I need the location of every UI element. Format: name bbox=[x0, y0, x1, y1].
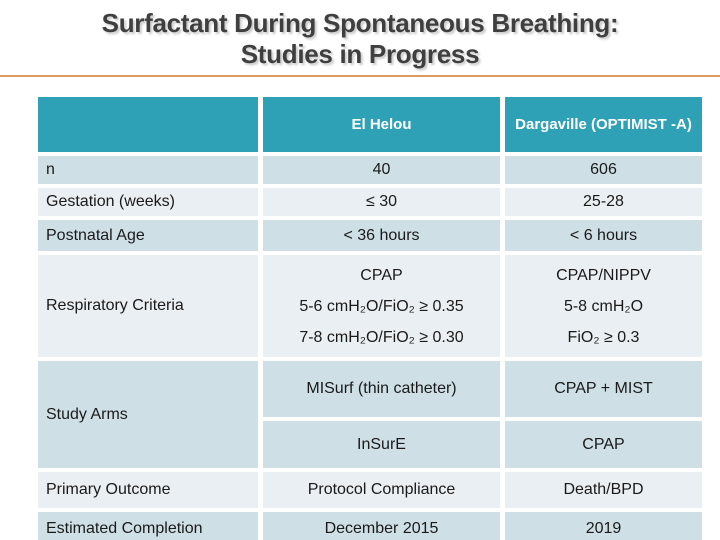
row-postnatal-label: Postnatal Age bbox=[38, 220, 258, 251]
row-primary-outcome-el-helou-value: Protocol Compliance bbox=[263, 472, 500, 508]
row-estimated-completion-dargaville-value: 2019 bbox=[505, 512, 702, 540]
studies-comparison-table: El Helou Dargaville (OPTIMIST -A) n 40 6… bbox=[33, 93, 707, 540]
row-respiratory-el-helou-value: CPAP 5-6 cmH₂O/FiO₂ ≥ 0.35 7-8 cmH₂O/FiO… bbox=[263, 255, 500, 357]
study-arm1-dargaville-value: CPAP + MIST bbox=[505, 361, 702, 417]
table-row-study-arms-1: Study Arms MISurf (thin catheter) CPAP +… bbox=[38, 361, 702, 468]
header-corner-cell bbox=[38, 97, 258, 152]
row-gestation-dargaville-value: 25-28 bbox=[505, 188, 702, 216]
respiratory-el-helou-line3: 7-8 cmH₂O/FiO₂ ≥ 0.30 bbox=[299, 328, 464, 346]
row-n-dargaville-value: 606 bbox=[505, 156, 702, 184]
table-row-study-arms-2: InSurE CPAP bbox=[38, 421, 702, 468]
respiratory-el-helou-line2: 5-6 cmH₂O/FiO₂ ≥ 0.35 bbox=[299, 297, 464, 315]
table-header-row: El Helou Dargaville (OPTIMIST -A) bbox=[38, 97, 702, 152]
table-row-n: n 40 606 bbox=[38, 156, 702, 184]
row-postnatal-el-helou-value: < 36 hours bbox=[263, 220, 500, 251]
row-estimated-completion-el-helou-value: December 2015 bbox=[263, 512, 500, 540]
respiratory-dargaville-line2: 5-8 cmH₂O bbox=[563, 297, 644, 315]
row-study-arms-label: Study Arms bbox=[38, 361, 258, 468]
row-respiratory-label: Respiratory Criteria bbox=[38, 255, 258, 357]
slide-title: Surfactant During Spontaneous Breathing:… bbox=[0, 8, 720, 70]
row-n-el-helou-value: 40 bbox=[263, 156, 500, 184]
row-primary-outcome-dargaville-value: Death/BPD bbox=[505, 472, 702, 508]
row-respiratory-dargaville-value: CPAP/NIPPV 5-8 cmH₂O FiO₂ ≥ 0.3 bbox=[505, 255, 702, 357]
slide-title-line2: Studies in Progress bbox=[240, 39, 480, 69]
study-arm2-el-helou-value: InSurE bbox=[263, 421, 500, 468]
header-cell-el-helou: El Helou bbox=[263, 97, 500, 152]
header-cell-dargaville: Dargaville (OPTIMIST -A) bbox=[505, 97, 702, 152]
respiratory-dargaville-line1: CPAP/NIPPV bbox=[556, 266, 651, 284]
row-postnatal-dargaville-value: < 6 hours bbox=[505, 220, 702, 251]
row-n-label: n bbox=[38, 156, 258, 184]
respiratory-el-helou-line1: CPAP bbox=[360, 266, 403, 284]
table-row-estimated-completion: Estimated Completion December 2015 2019 bbox=[38, 512, 702, 540]
slide-title-line1: Surfactant During Spontaneous Breathing: bbox=[101, 8, 619, 38]
title-divider-line bbox=[0, 75, 720, 77]
table-row-respiratory-criteria: Respiratory Criteria CPAP 5-6 cmH₂O/FiO₂… bbox=[38, 255, 702, 357]
table-row-gestation: Gestation (weeks) ≤ 30 25-28 bbox=[38, 188, 702, 216]
table-row-postnatal-age: Postnatal Age < 36 hours < 6 hours bbox=[38, 220, 702, 251]
study-arm2-dargaville-value: CPAP bbox=[505, 421, 702, 468]
row-gestation-label: Gestation (weeks) bbox=[38, 188, 258, 216]
study-arm1-el-helou-value: MISurf (thin catheter) bbox=[263, 361, 500, 417]
row-gestation-el-helou-value: ≤ 30 bbox=[263, 188, 500, 216]
table-row-primary-outcome: Primary Outcome Protocol Compliance Deat… bbox=[38, 472, 702, 508]
respiratory-dargaville-line3: FiO₂ ≥ 0.3 bbox=[567, 328, 640, 346]
row-primary-outcome-label: Primary Outcome bbox=[38, 472, 258, 508]
row-estimated-completion-label: Estimated Completion bbox=[38, 512, 258, 540]
